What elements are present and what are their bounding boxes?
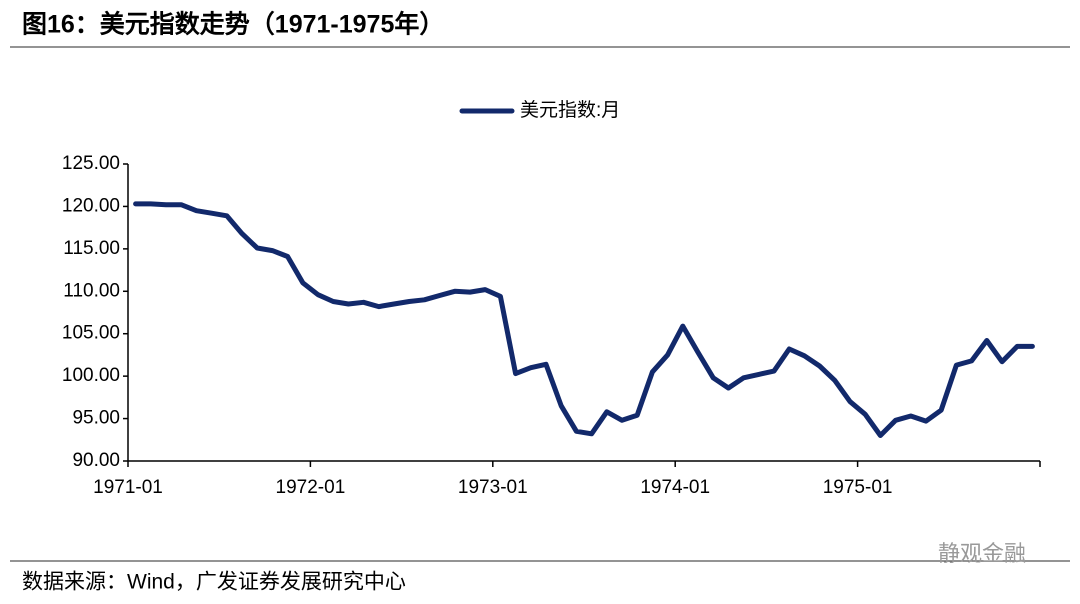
x-tick-label: 1973-01 bbox=[458, 477, 528, 498]
data-line bbox=[133, 201, 1035, 438]
x-tick-label: 1971-01 bbox=[93, 477, 163, 498]
source-note: 数据来源：Wind，广发证券发展研究中心 bbox=[22, 571, 406, 594]
y-tick-label: 90.00 bbox=[72, 450, 120, 471]
x-tick-label: 1975-01 bbox=[823, 477, 893, 498]
x-tick-label: 1974-01 bbox=[640, 477, 710, 498]
y-tick-label: 95.00 bbox=[72, 408, 120, 429]
y-tick-label: 125.00 bbox=[62, 153, 120, 174]
x-tick-label: 1972-01 bbox=[276, 477, 346, 498]
figure-title: 图16：美元指数走势（1971-1975年） bbox=[22, 10, 444, 39]
y-tick-label: 115.00 bbox=[63, 238, 120, 259]
y-tick-label: 120.00 bbox=[62, 195, 120, 216]
legend-label: 美元指数:月 bbox=[520, 99, 620, 121]
watermark: 静观金融 bbox=[938, 541, 1026, 566]
y-tick-label: 105.00 bbox=[62, 323, 120, 344]
y-tick-label: 110.00 bbox=[63, 280, 120, 301]
y-tick-label: 100.00 bbox=[62, 365, 120, 386]
